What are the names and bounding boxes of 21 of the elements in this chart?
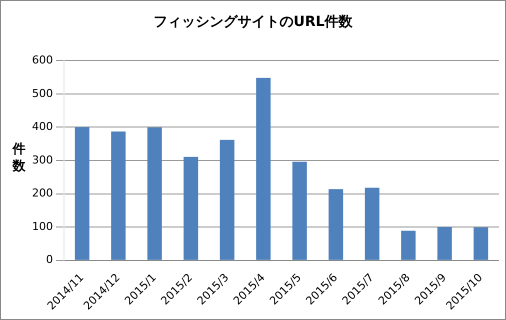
- chart-title: フィッシングサイトのURL件数: [152, 13, 354, 31]
- bar: [147, 128, 162, 260]
- y-tick-label: 500: [32, 86, 53, 100]
- y-tick-label: 400: [32, 120, 53, 134]
- y-axis-title: 件数: [11, 141, 26, 175]
- y-tick-label: 300: [32, 153, 53, 166]
- bar: [74, 127, 90, 260]
- y-tick-label: 100: [32, 220, 53, 233]
- bar: [328, 189, 344, 260]
- bar: [401, 230, 416, 260]
- y-tick-label: 0: [46, 253, 53, 266]
- bar: [111, 132, 126, 260]
- bar: [292, 162, 307, 260]
- bar: [437, 227, 452, 260]
- bar: [474, 227, 488, 260]
- bar: [220, 140, 234, 260]
- y-tick-label: 200: [32, 186, 53, 200]
- bar: [256, 78, 271, 260]
- y-tick-label: 600: [32, 53, 53, 66]
- bar: [364, 188, 380, 260]
- bar: [184, 156, 198, 260]
